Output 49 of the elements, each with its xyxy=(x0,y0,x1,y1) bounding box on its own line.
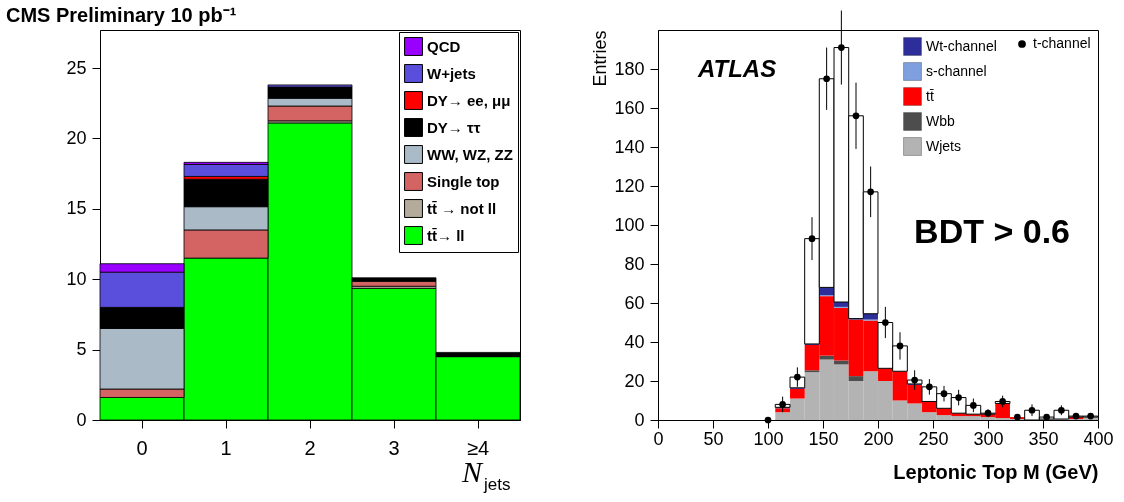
y-tick-label: 15 xyxy=(66,198,87,219)
legend-label: s-channel xyxy=(926,62,987,79)
x-tick-label: 0 xyxy=(653,428,664,449)
legend-label: WW, WZ, ZZ xyxy=(427,145,513,163)
x-tick-label: 100 xyxy=(753,428,784,449)
x-tick-label: 0 xyxy=(136,436,148,459)
x-tick-label: 250 xyxy=(918,428,949,449)
y-tick-label: 40 xyxy=(624,331,645,352)
y-tick-label: 25 xyxy=(66,57,87,78)
y-axis-title: Entries xyxy=(590,30,611,87)
legend-label: QCD xyxy=(427,37,461,55)
y-tick-label: 10 xyxy=(66,268,87,289)
annotation: BDT > 0.6 xyxy=(914,211,1070,250)
y-tick-label: 80 xyxy=(624,253,645,274)
y-tick-label: 140 xyxy=(614,136,645,157)
legend-label: DY→ ee, μμ xyxy=(427,91,511,109)
y-tick-label: 120 xyxy=(614,175,645,196)
annotation: ATLAS xyxy=(697,55,777,82)
x-tick-label: 1 xyxy=(220,436,232,459)
legend-label: Single top xyxy=(427,172,500,190)
y-tick-label: 60 xyxy=(624,292,645,313)
legend-label: Wbb xyxy=(926,112,955,129)
x-tick-label: 2 xyxy=(304,436,316,459)
y-tick-label: 0 xyxy=(634,409,645,430)
y-tick-label: 20 xyxy=(66,127,87,148)
y-tick-label: 20 xyxy=(624,370,645,391)
legend-label: Wjets xyxy=(926,137,961,154)
x-axis-title: Leptonic Top M (GeV) xyxy=(893,460,1099,483)
y-tick-label: 100 xyxy=(614,214,645,235)
x-tick-label: 150 xyxy=(808,428,839,449)
legend-label: tt̄ xyxy=(926,87,934,104)
legend-label: tt̄ → not ll xyxy=(427,199,497,217)
chart-title: CMS Preliminary 10 pb⁻¹ xyxy=(5,4,237,26)
legend-label: tt̄→ ll xyxy=(427,226,465,244)
x-tick-label: ≥4 xyxy=(466,436,490,459)
x-tick-label: 400 xyxy=(1083,428,1114,449)
y-tick-label: 5 xyxy=(76,339,87,360)
legend-label: t-channel xyxy=(1033,35,1091,51)
legend-label: Wt-channel xyxy=(926,37,997,54)
x-tick-label: 200 xyxy=(863,428,894,449)
legend-label: W+jets xyxy=(427,64,476,82)
x-tick-label: 350 xyxy=(1028,428,1059,449)
y-tick-label: 0 xyxy=(76,409,87,430)
y-tick-label: 180 xyxy=(614,58,645,79)
y-tick-label: 160 xyxy=(614,97,645,118)
x-tick-label: 50 xyxy=(703,428,724,449)
x-tick-label: 300 xyxy=(973,428,1004,449)
legend-label: DY→ ττ xyxy=(427,118,481,136)
x-tick-label: 3 xyxy=(388,436,400,459)
